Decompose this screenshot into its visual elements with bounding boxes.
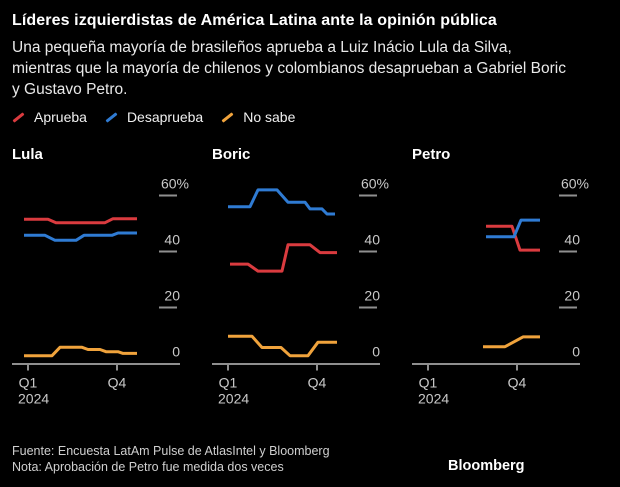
page-title: Líderes izquierdistas de América Latina …: [12, 12, 497, 29]
x-axis: Q1 Q4 2024: [412, 363, 580, 407]
y-axis: 60% 40 20 0: [559, 176, 589, 360]
legend: Aprueba Desaprueba No sabe: [12, 109, 313, 125]
svg-text:Q4: Q4: [508, 375, 527, 391]
y-axis: 60% 40 20 0: [159, 176, 189, 360]
svg-text:Q1: Q1: [19, 375, 38, 391]
svg-text:0: 0: [172, 344, 180, 360]
page-subtitle: Una pequeña mayoría de brasileños aprueb…: [12, 39, 566, 98]
svg-text:40: 40: [564, 232, 580, 248]
svg-text:0: 0: [372, 344, 380, 360]
svg-text:Q4: Q4: [108, 375, 127, 391]
chart-canvas-petro: 60% 40 20 0 Q1 Q4 2024: [412, 176, 589, 407]
svg-text:60%: 60%: [561, 176, 589, 192]
footer: Fuente: Encuesta LatAm Pulse de AtlasInt…: [12, 444, 330, 475]
aprueba-swatch-icon: [12, 111, 25, 123]
chart-lula: 60% 40 20 0 Q1 Q4 2024: [12, 170, 212, 425]
no-sabe-swatch-icon: [221, 111, 234, 123]
petro-aprueba-line: [486, 224, 540, 252]
chart-title-lula: Lula: [12, 146, 43, 163]
chart-title-boric: Boric: [212, 146, 251, 163]
svg-text:40: 40: [364, 232, 380, 248]
svg-text:20: 20: [364, 288, 380, 304]
note-line: Nota: Aprobación de Petro fue medida dos…: [12, 459, 284, 474]
chart-canvas-lula: 60% 40 20 0 Q1 Q4 2024: [12, 176, 189, 407]
source-line: Fuente: Encuesta LatAm Pulse de AtlasInt…: [12, 444, 330, 458]
chart-petro: 60% 40 20 0 Q1 Q4 2024: [412, 170, 612, 425]
svg-text:60%: 60%: [161, 176, 189, 192]
legend-item-aprueba: Aprueba: [12, 109, 87, 125]
bloomberg-logo: Bloomberg: [448, 458, 525, 474]
legend-label-desaprueba: Desaprueba: [126, 109, 204, 125]
chart-canvas-boric: 60% 40 20 0 Q1 Q4 2024: [212, 176, 389, 407]
legend-label-aprueba: Aprueba: [34, 109, 87, 125]
lula-desaprueba-line: [24, 231, 137, 242]
svg-text:Q1: Q1: [219, 375, 238, 391]
y-axis: 60% 40 20 0: [359, 176, 389, 360]
chart-boric: 60% 40 20 0 Q1 Q4 2024: [212, 170, 412, 425]
legend-label-no-sabe: No sabe: [243, 109, 296, 125]
petro-desaprueba-line: [486, 218, 540, 239]
svg-text:60%: 60%: [361, 176, 389, 192]
petro-no_sabe-line: [483, 335, 540, 349]
lula-aprueba-line: [24, 217, 137, 225]
boric-desaprueba-line: [228, 188, 335, 216]
chart-title-petro: Petro: [412, 146, 451, 163]
boric-aprueba-line: [230, 243, 337, 273]
legend-item-no-sabe: No sabe: [221, 109, 295, 125]
desaprueba-swatch-icon: [105, 111, 118, 123]
svg-text:Q1: Q1: [419, 375, 438, 391]
svg-text:Q4: Q4: [308, 375, 327, 391]
svg-text:20: 20: [164, 288, 180, 304]
x-axis: Q1 Q4 2024: [212, 363, 380, 407]
x-axis: Q1 Q4 2024: [12, 363, 180, 407]
svg-text:0: 0: [572, 344, 580, 360]
svg-text:2024: 2024: [418, 391, 449, 407]
svg-text:20: 20: [564, 288, 580, 304]
svg-text:40: 40: [164, 232, 180, 248]
boric-no_sabe-line: [228, 334, 337, 358]
legend-item-desaprueba: Desaprueba: [105, 109, 203, 125]
svg-text:2024: 2024: [218, 391, 249, 407]
svg-text:2024: 2024: [18, 391, 49, 407]
lula-no_sabe-line: [24, 345, 137, 358]
